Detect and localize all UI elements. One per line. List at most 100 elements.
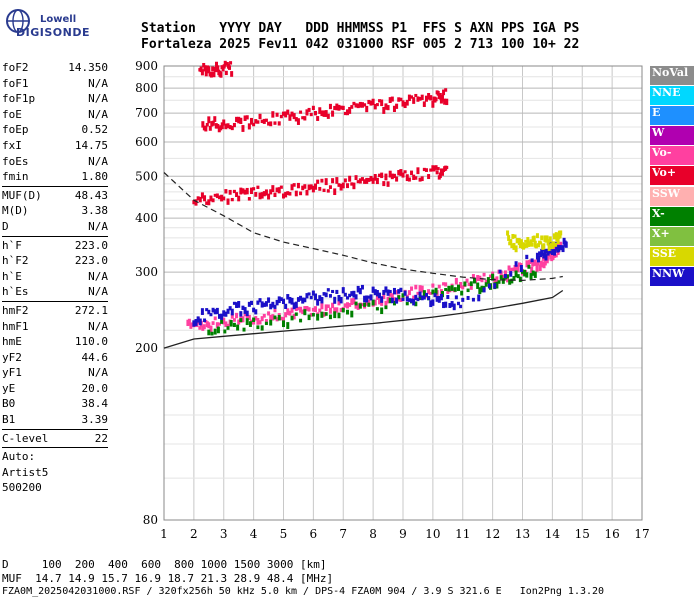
param-value: N/A	[88, 219, 108, 233]
echo-point	[517, 238, 521, 246]
echo-point	[252, 187, 256, 191]
echo-point	[431, 299, 435, 306]
echo-point	[339, 105, 343, 110]
echo-point	[279, 114, 283, 119]
echo-point	[213, 316, 217, 321]
echo-point	[260, 119, 264, 124]
param-row: foEs N/A	[2, 154, 108, 170]
echo-point	[196, 196, 200, 201]
echo-point	[442, 282, 446, 286]
echo-point	[194, 319, 198, 326]
echo-point	[427, 174, 431, 180]
x-tick-label: 7	[339, 527, 347, 541]
echo-point	[252, 321, 256, 325]
legend-item: Vo+	[650, 166, 694, 186]
echo-point	[388, 289, 392, 294]
legend-item: SSW	[650, 186, 694, 206]
echo-point	[207, 322, 211, 329]
y-tick-label: 80	[143, 513, 158, 527]
echo-point	[331, 110, 335, 117]
echo-point	[427, 92, 431, 100]
param-row: MUF(D) 48.43	[2, 188, 108, 204]
echo-point	[203, 318, 207, 323]
echo-point	[410, 286, 414, 291]
echo-point	[192, 200, 196, 205]
echo-point	[326, 288, 330, 292]
echo-point	[360, 177, 364, 181]
echo-point	[239, 318, 243, 323]
echo-point	[248, 321, 252, 327]
echo-point	[309, 312, 313, 317]
echo-point	[519, 263, 523, 267]
echo-point	[424, 292, 428, 297]
echo-point	[273, 121, 277, 125]
param-row: foF1 N/A	[2, 76, 108, 92]
echo-point	[375, 103, 379, 107]
echo-point	[403, 101, 407, 109]
echo-point	[333, 311, 337, 319]
echo-point	[213, 193, 217, 197]
echo-point	[367, 177, 371, 182]
echo-point	[438, 92, 442, 100]
echo-point	[264, 118, 268, 122]
echo-point	[546, 239, 550, 246]
echo-point	[405, 174, 409, 182]
echo-point	[356, 285, 360, 293]
echo-point	[200, 308, 204, 315]
echo-point	[399, 169, 403, 176]
echo-point	[320, 296, 324, 304]
param-value: 0.52	[81, 123, 109, 137]
echo-point	[279, 316, 283, 321]
param-value: 20.0	[81, 381, 109, 395]
echo-point	[456, 284, 460, 292]
echo-point	[226, 308, 230, 314]
echo-point	[222, 196, 226, 201]
echo-point	[533, 271, 537, 278]
echo-point	[322, 292, 326, 296]
echo-point	[335, 177, 339, 184]
x-tick-label: 14	[545, 527, 561, 541]
echo-point	[482, 272, 486, 277]
echo-point	[245, 318, 249, 326]
legend-item: X+	[650, 226, 694, 246]
echo-point	[271, 301, 275, 308]
digisonde-logo: Lowell DIGISONDE	[4, 6, 89, 40]
echo-point	[363, 302, 367, 307]
echo-point	[264, 319, 268, 324]
param-name: foF2	[2, 61, 29, 74]
echo-point	[390, 173, 394, 180]
echo-point	[320, 302, 324, 310]
echo-point	[459, 281, 463, 289]
echo-point	[397, 289, 401, 294]
param-name: foEp	[2, 123, 29, 137]
x-tick-label: 2	[190, 527, 198, 541]
echo-point	[478, 287, 482, 295]
echo-point	[386, 105, 390, 111]
echo-point	[320, 311, 324, 318]
echo-point	[260, 325, 264, 331]
echo-point	[531, 270, 535, 276]
echo-point	[213, 116, 217, 122]
x-tick-label: 10	[425, 527, 440, 541]
echo-point	[367, 299, 371, 305]
echo-point	[322, 188, 326, 192]
echo-point	[420, 94, 424, 100]
param-name: foE	[2, 107, 22, 121]
x-tick-label: 4	[250, 527, 258, 541]
echo-point	[239, 311, 243, 317]
echo-point	[311, 105, 315, 111]
legend-item: Vo-	[650, 146, 694, 166]
echo-point	[316, 116, 320, 121]
echo-point	[439, 294, 443, 301]
echo-point	[232, 122, 236, 128]
echo-point	[217, 322, 221, 326]
echo-point	[260, 192, 264, 199]
echo-point	[247, 197, 251, 201]
y-tick-label: 400	[135, 211, 158, 225]
echo-point	[525, 242, 529, 248]
echo-point	[198, 318, 202, 326]
echo-point	[418, 295, 422, 300]
param-name: MUF(D)	[2, 188, 42, 202]
echo-point	[375, 307, 379, 311]
echo-point	[416, 291, 420, 295]
